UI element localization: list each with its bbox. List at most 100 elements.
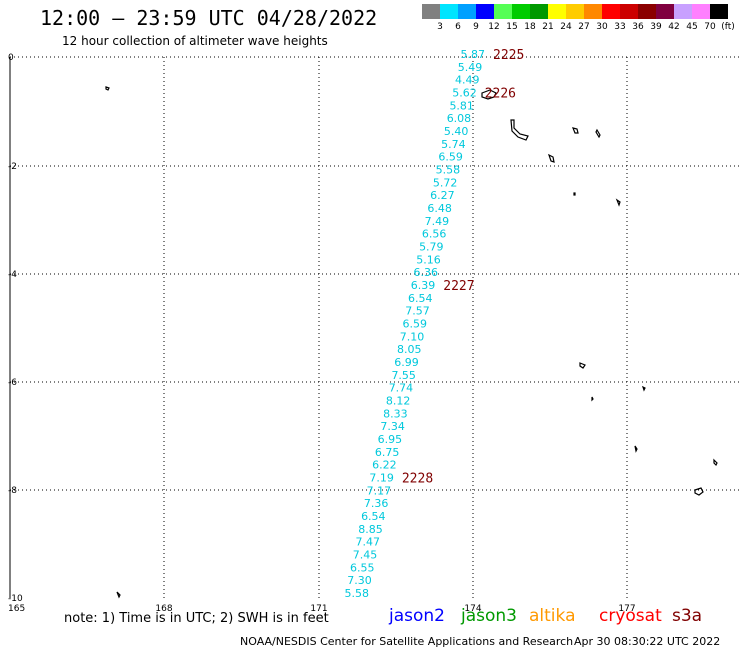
legend-swatch	[548, 4, 566, 19]
mission-jason3: jason3	[461, 606, 517, 626]
lon-tick-label: 165	[8, 604, 25, 614]
legend-swatch	[674, 4, 692, 19]
swh-value: 5.58	[345, 587, 370, 600]
timestamp: Apr 30 08:30:22 UTC 2022	[574, 635, 721, 648]
swh-value: 8.05	[397, 343, 422, 356]
swh-value: 7.49	[425, 215, 450, 228]
swh-value: 5.81	[449, 99, 474, 112]
legend-label: 42	[668, 22, 680, 32]
island	[694, 487, 704, 496]
mission-cryosat: cryosat	[599, 606, 662, 626]
legend-label: 24	[560, 22, 572, 32]
legend-swatch	[602, 4, 620, 19]
swh-value: 7.10	[400, 330, 425, 343]
legend-swatch	[422, 4, 440, 19]
pass-number-label: 2228	[402, 472, 433, 487]
legend-label: 15	[506, 22, 518, 32]
swh-value: 8.85	[358, 523, 383, 536]
footer-note: note: 1) Time is in UTC; 2) SWH is in fe…	[64, 611, 329, 626]
swh-value: 7.74	[389, 382, 414, 395]
swh-value: 6.54	[408, 292, 433, 305]
map-title: 12:00 — 23:59 UTC 04/28/2022	[40, 6, 378, 30]
legend-label: 30	[596, 22, 608, 32]
swh-value: 6.55	[350, 561, 375, 574]
swh-value: 4.49	[455, 74, 480, 87]
legend-swatch	[692, 4, 710, 19]
island	[591, 396, 594, 402]
legend-swatch	[656, 4, 674, 19]
island	[634, 445, 638, 453]
legend-swatch	[638, 4, 656, 19]
legend-swatch	[458, 4, 476, 19]
legend-swatch	[530, 4, 548, 19]
legend-label: 27	[578, 22, 590, 32]
swh-value: 5.72	[433, 176, 458, 189]
legend-label: 45	[686, 22, 698, 32]
island	[116, 591, 121, 599]
lat-tick-label: -8	[8, 486, 17, 496]
swh-value: 5.16	[416, 253, 441, 266]
swh-value: 6.36	[414, 266, 439, 279]
legend-label: 9	[473, 22, 479, 32]
lon-tick-label: 171	[310, 604, 327, 614]
legend-swatch	[512, 4, 530, 19]
mission-jason2: jason2	[389, 606, 445, 626]
swh-value: 5.74	[441, 138, 466, 151]
swh-value: 6.48	[427, 202, 452, 215]
lat-tick-label: -10	[8, 594, 23, 604]
swh-value: 6.99	[394, 356, 419, 369]
swh-value: 7.47	[356, 536, 381, 549]
swh-value: 7.36	[364, 497, 389, 510]
pass-number-label: 2226	[485, 87, 516, 102]
swh-value: 6.08	[447, 112, 472, 125]
island	[615, 198, 621, 207]
legend-label: 39	[650, 22, 662, 32]
legend-label: 6	[455, 22, 461, 32]
swh-value: 6.27	[430, 189, 455, 202]
island	[641, 385, 646, 392]
lon-tick-label: 168	[155, 604, 172, 614]
legend-label: 70	[704, 22, 716, 32]
legend-swatch	[440, 4, 458, 19]
swh-value: 7.45	[353, 549, 378, 562]
legend-swatch	[566, 4, 584, 19]
pass-labels: 2225 2226 2227 2228	[402, 48, 524, 487]
mission-s3a: s3a	[672, 606, 703, 626]
swh-value: 6.39	[411, 279, 436, 292]
credit-text: NOAA/NESDIS Center for Satellite Applica…	[240, 635, 574, 648]
swh-value: 8.12	[386, 395, 411, 408]
legend-label: 33	[614, 22, 626, 32]
swh-value: 5.87	[461, 48, 486, 61]
swh-value: 5.79	[419, 241, 444, 254]
legend-swatch	[494, 4, 512, 19]
legend-label: 3	[437, 22, 443, 32]
map-subtitle: 12 hour collection of altimeter wave hei…	[62, 34, 328, 48]
swh-value: 7.30	[347, 574, 372, 587]
graticule: 165 168 171 174 177 0 -2 -4 -6 -8 -10	[8, 53, 740, 614]
legend-label: 21	[542, 22, 554, 32]
swh-value: 6.95	[378, 433, 403, 446]
swh-value: 7.55	[391, 369, 416, 382]
lon-tick-label: 174	[464, 604, 481, 614]
swh-value: 7.34	[380, 420, 405, 433]
lat-tick-label: 0	[8, 53, 14, 63]
swh-value: 6.59	[438, 151, 463, 164]
island	[547, 153, 555, 163]
legend-label: 18	[524, 22, 536, 32]
legend-swatch	[476, 4, 494, 19]
swh-value: 6.54	[361, 510, 386, 523]
swh-value: 6.22	[372, 459, 397, 472]
legend-label: 12	[488, 22, 500, 32]
swh-value: 6.59	[403, 318, 428, 331]
pass-number-label: 2227	[443, 279, 474, 294]
legend-swatch	[620, 4, 638, 19]
island	[595, 128, 601, 139]
swh-value: 7.57	[405, 305, 430, 318]
pass-number-label: 2225	[493, 48, 524, 63]
island	[510, 119, 529, 141]
legend-swatch	[710, 4, 728, 19]
swh-value: 5.62	[452, 87, 477, 100]
swh-track: 5.875.494.495.625.816.085.405.746.595.58…	[345, 48, 486, 600]
island	[573, 192, 576, 196]
